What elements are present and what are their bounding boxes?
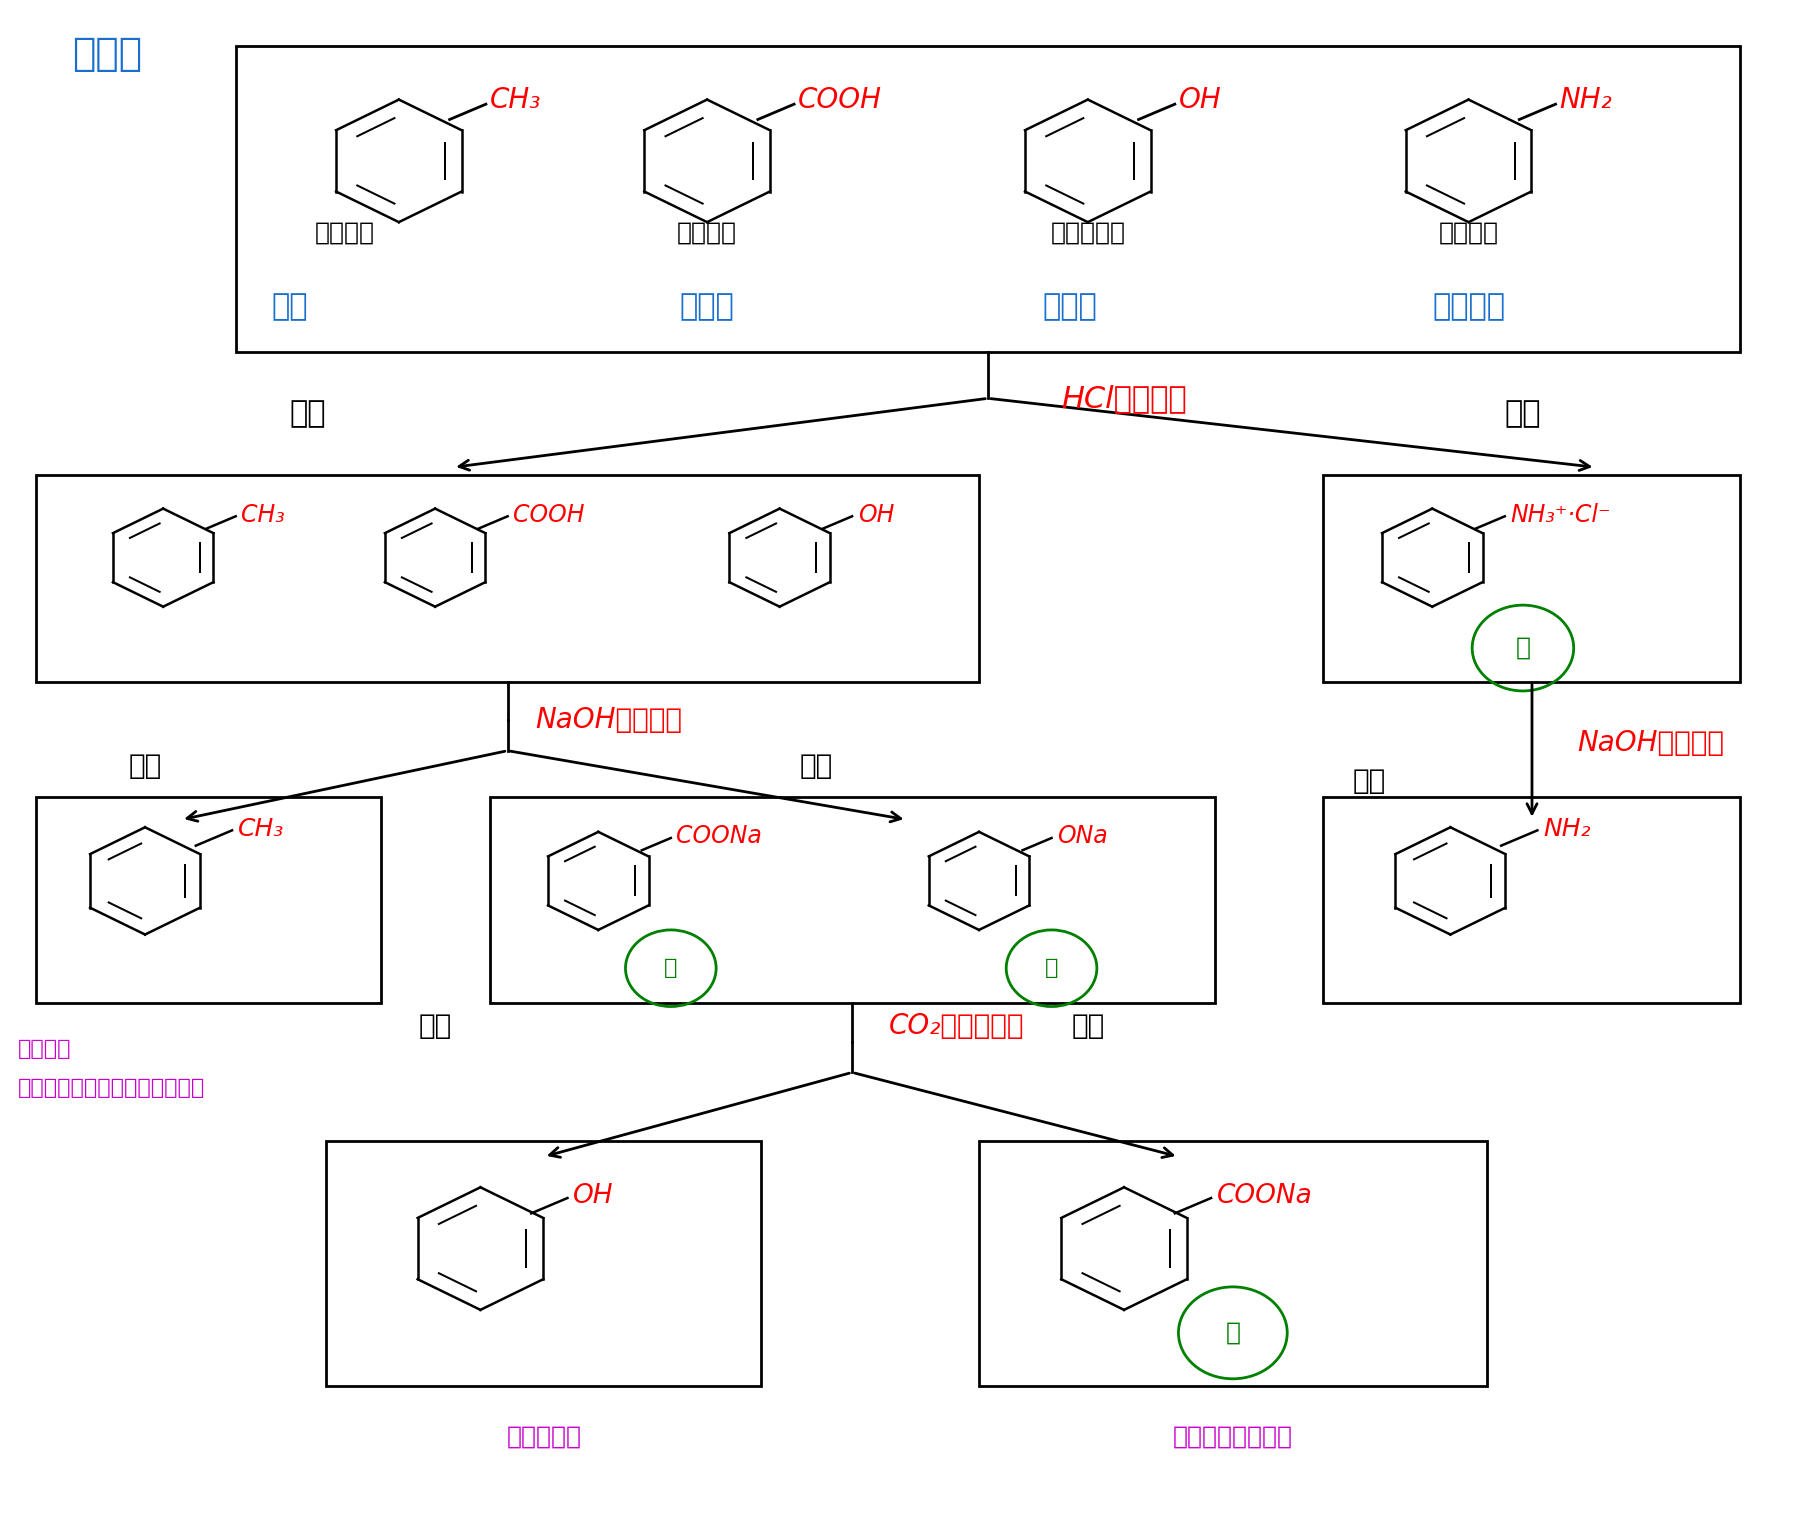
- Text: アニリン: アニリン: [1438, 221, 1499, 245]
- Bar: [1323, 797, 1740, 1003]
- Text: CH₃: CH₃: [238, 817, 285, 841]
- Text: 塩: 塩: [1226, 1321, 1240, 1345]
- Text: NaOHを加える: NaOHを加える: [535, 706, 682, 734]
- Text: 弱酸の遊離: 弱酸の遊離: [506, 1425, 582, 1449]
- Text: 塩: 塩: [1044, 958, 1059, 979]
- Text: NH₃⁺·Cl⁻: NH₃⁺·Cl⁻: [1510, 502, 1610, 527]
- Text: 塩: 塩: [1516, 636, 1530, 660]
- Text: 水層: 水層: [800, 752, 832, 780]
- Bar: [979, 1141, 1487, 1386]
- Text: NH₂: NH₂: [1543, 817, 1590, 841]
- Text: 水層: 水層: [1071, 1013, 1104, 1040]
- Text: CO₂を吹き込む: CO₂を吹き込む: [888, 1013, 1024, 1040]
- Text: 油層: 油層: [1352, 768, 1385, 795]
- Bar: [326, 1141, 761, 1386]
- Text: HClを加える: HClを加える: [1061, 385, 1188, 412]
- Text: 安息香酸: 安息香酸: [676, 221, 738, 245]
- Text: 酸の強さ: 酸の強さ: [18, 1039, 73, 1060]
- Text: 中性: 中性: [272, 293, 308, 320]
- Text: CH₃: CH₃: [490, 86, 540, 113]
- Bar: [490, 797, 1215, 1003]
- Text: OH: OH: [573, 1184, 613, 1209]
- Text: COOH: COOH: [513, 502, 584, 527]
- Text: フェノール: フェノール: [1050, 221, 1126, 245]
- Text: NH₂: NH₂: [1559, 86, 1612, 113]
- Bar: [36, 797, 381, 1003]
- Text: 〈例〉: 〈例〉: [73, 35, 143, 72]
- Bar: [1323, 475, 1740, 682]
- Text: 油層: 油層: [419, 1013, 451, 1040]
- Text: 強い酸の塩のまま: 強い酸の塩のまま: [1173, 1425, 1293, 1449]
- Text: 塩: 塩: [664, 958, 678, 979]
- Text: 弱塩基性: 弱塩基性: [1432, 293, 1505, 320]
- Text: カルボン酸＞炭酸＞フェノール: カルボン酸＞炭酸＞フェノール: [18, 1077, 205, 1098]
- Text: CH₃: CH₃: [241, 502, 285, 527]
- Text: 油層: 油層: [129, 752, 161, 780]
- Text: 弱酸性: 弱酸性: [1042, 293, 1097, 320]
- Text: トルエン: トルエン: [314, 221, 375, 245]
- Text: COONa: COONa: [1217, 1184, 1313, 1209]
- Text: OH: OH: [858, 502, 894, 527]
- Text: NaOHを加える: NaOHを加える: [1577, 729, 1724, 757]
- Text: COOH: COOH: [798, 86, 881, 113]
- Text: 水層: 水層: [1505, 400, 1541, 427]
- Text: 弱酸性: 弱酸性: [680, 293, 734, 320]
- Bar: [236, 46, 1740, 352]
- Bar: [36, 475, 979, 682]
- Text: OH: OH: [1178, 86, 1222, 113]
- Text: 油層: 油層: [290, 400, 326, 427]
- Text: COONa: COONa: [676, 824, 761, 849]
- Text: ONa: ONa: [1057, 824, 1108, 849]
